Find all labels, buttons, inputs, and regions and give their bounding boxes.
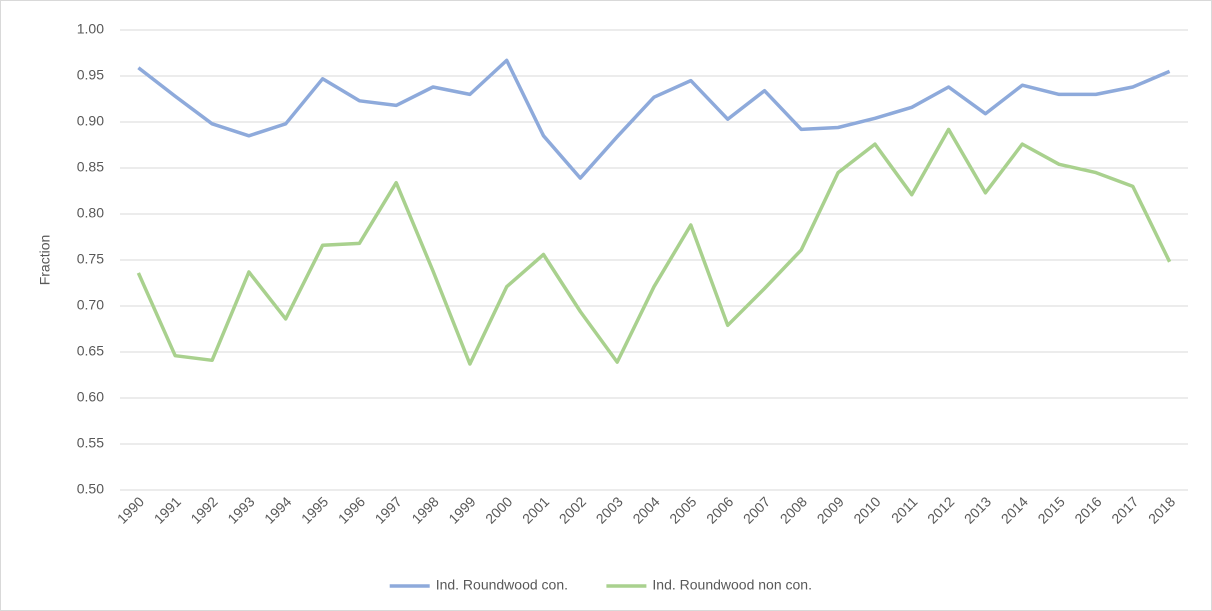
y-tick-label: 0.85 (77, 159, 104, 175)
y-tick-label: 0.90 (77, 113, 104, 129)
y-tick-label: 0.95 (77, 67, 104, 83)
y-tick-label: 0.60 (77, 389, 104, 405)
y-tick-label: 0.70 (77, 297, 104, 313)
series-line (136, 127, 1172, 366)
y-tick-label: 0.80 (77, 205, 104, 221)
y-axis-title: Fraction (37, 235, 53, 286)
legend-label: Ind. Roundwood non con. (652, 577, 812, 593)
y-tick-label: 1.00 (77, 21, 104, 37)
series-line (137, 58, 1171, 180)
legend-label: Ind. Roundwood con. (436, 577, 568, 593)
y-tick-label: 0.75 (77, 251, 104, 267)
y-tick-label: 0.65 (77, 343, 104, 359)
y-tick-label: 0.55 (77, 435, 104, 451)
y-tick-label: 0.50 (77, 481, 104, 497)
